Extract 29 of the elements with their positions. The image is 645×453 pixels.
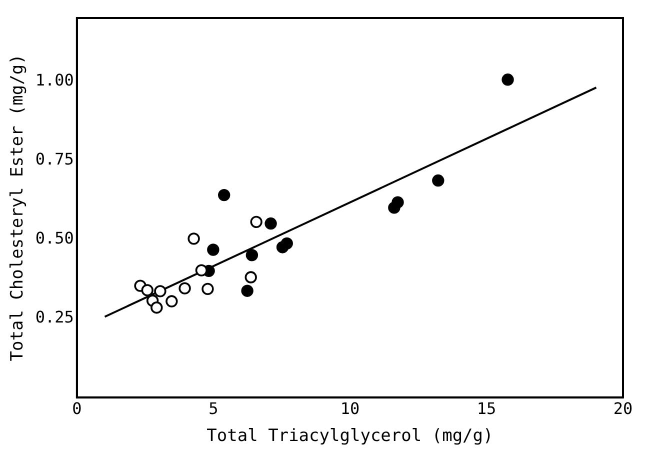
y-tick-label: 1.00 xyxy=(35,70,74,90)
point xyxy=(178,282,191,294)
x-tick-label: 5 xyxy=(208,399,218,418)
point xyxy=(150,302,163,314)
x-tick-label: 10 xyxy=(340,399,360,418)
point xyxy=(188,232,200,245)
x-axis-title: Total Triacylglycerol (mg/g) xyxy=(206,426,494,446)
x-tick-label: 0 xyxy=(72,399,82,418)
point xyxy=(432,174,444,187)
x-tick-label: 20 xyxy=(613,399,633,418)
point xyxy=(207,244,220,256)
y-tick-label: 0.75 xyxy=(35,149,74,168)
point xyxy=(250,216,262,228)
point xyxy=(264,217,277,230)
y-tick-label: 0.25 xyxy=(35,308,74,327)
point xyxy=(502,74,514,86)
point xyxy=(141,284,154,296)
point xyxy=(392,196,404,208)
point xyxy=(246,249,258,262)
point xyxy=(218,188,230,202)
y-tick-label: 0.50 xyxy=(35,228,74,248)
point xyxy=(154,285,166,298)
y-axis-title: Total Cholesteryl Ester (mg/g) xyxy=(8,54,28,362)
point xyxy=(166,295,178,308)
point xyxy=(244,271,257,284)
point xyxy=(241,284,254,297)
point xyxy=(276,241,289,254)
point xyxy=(202,282,214,296)
x-tick-label: 15 xyxy=(476,399,496,418)
